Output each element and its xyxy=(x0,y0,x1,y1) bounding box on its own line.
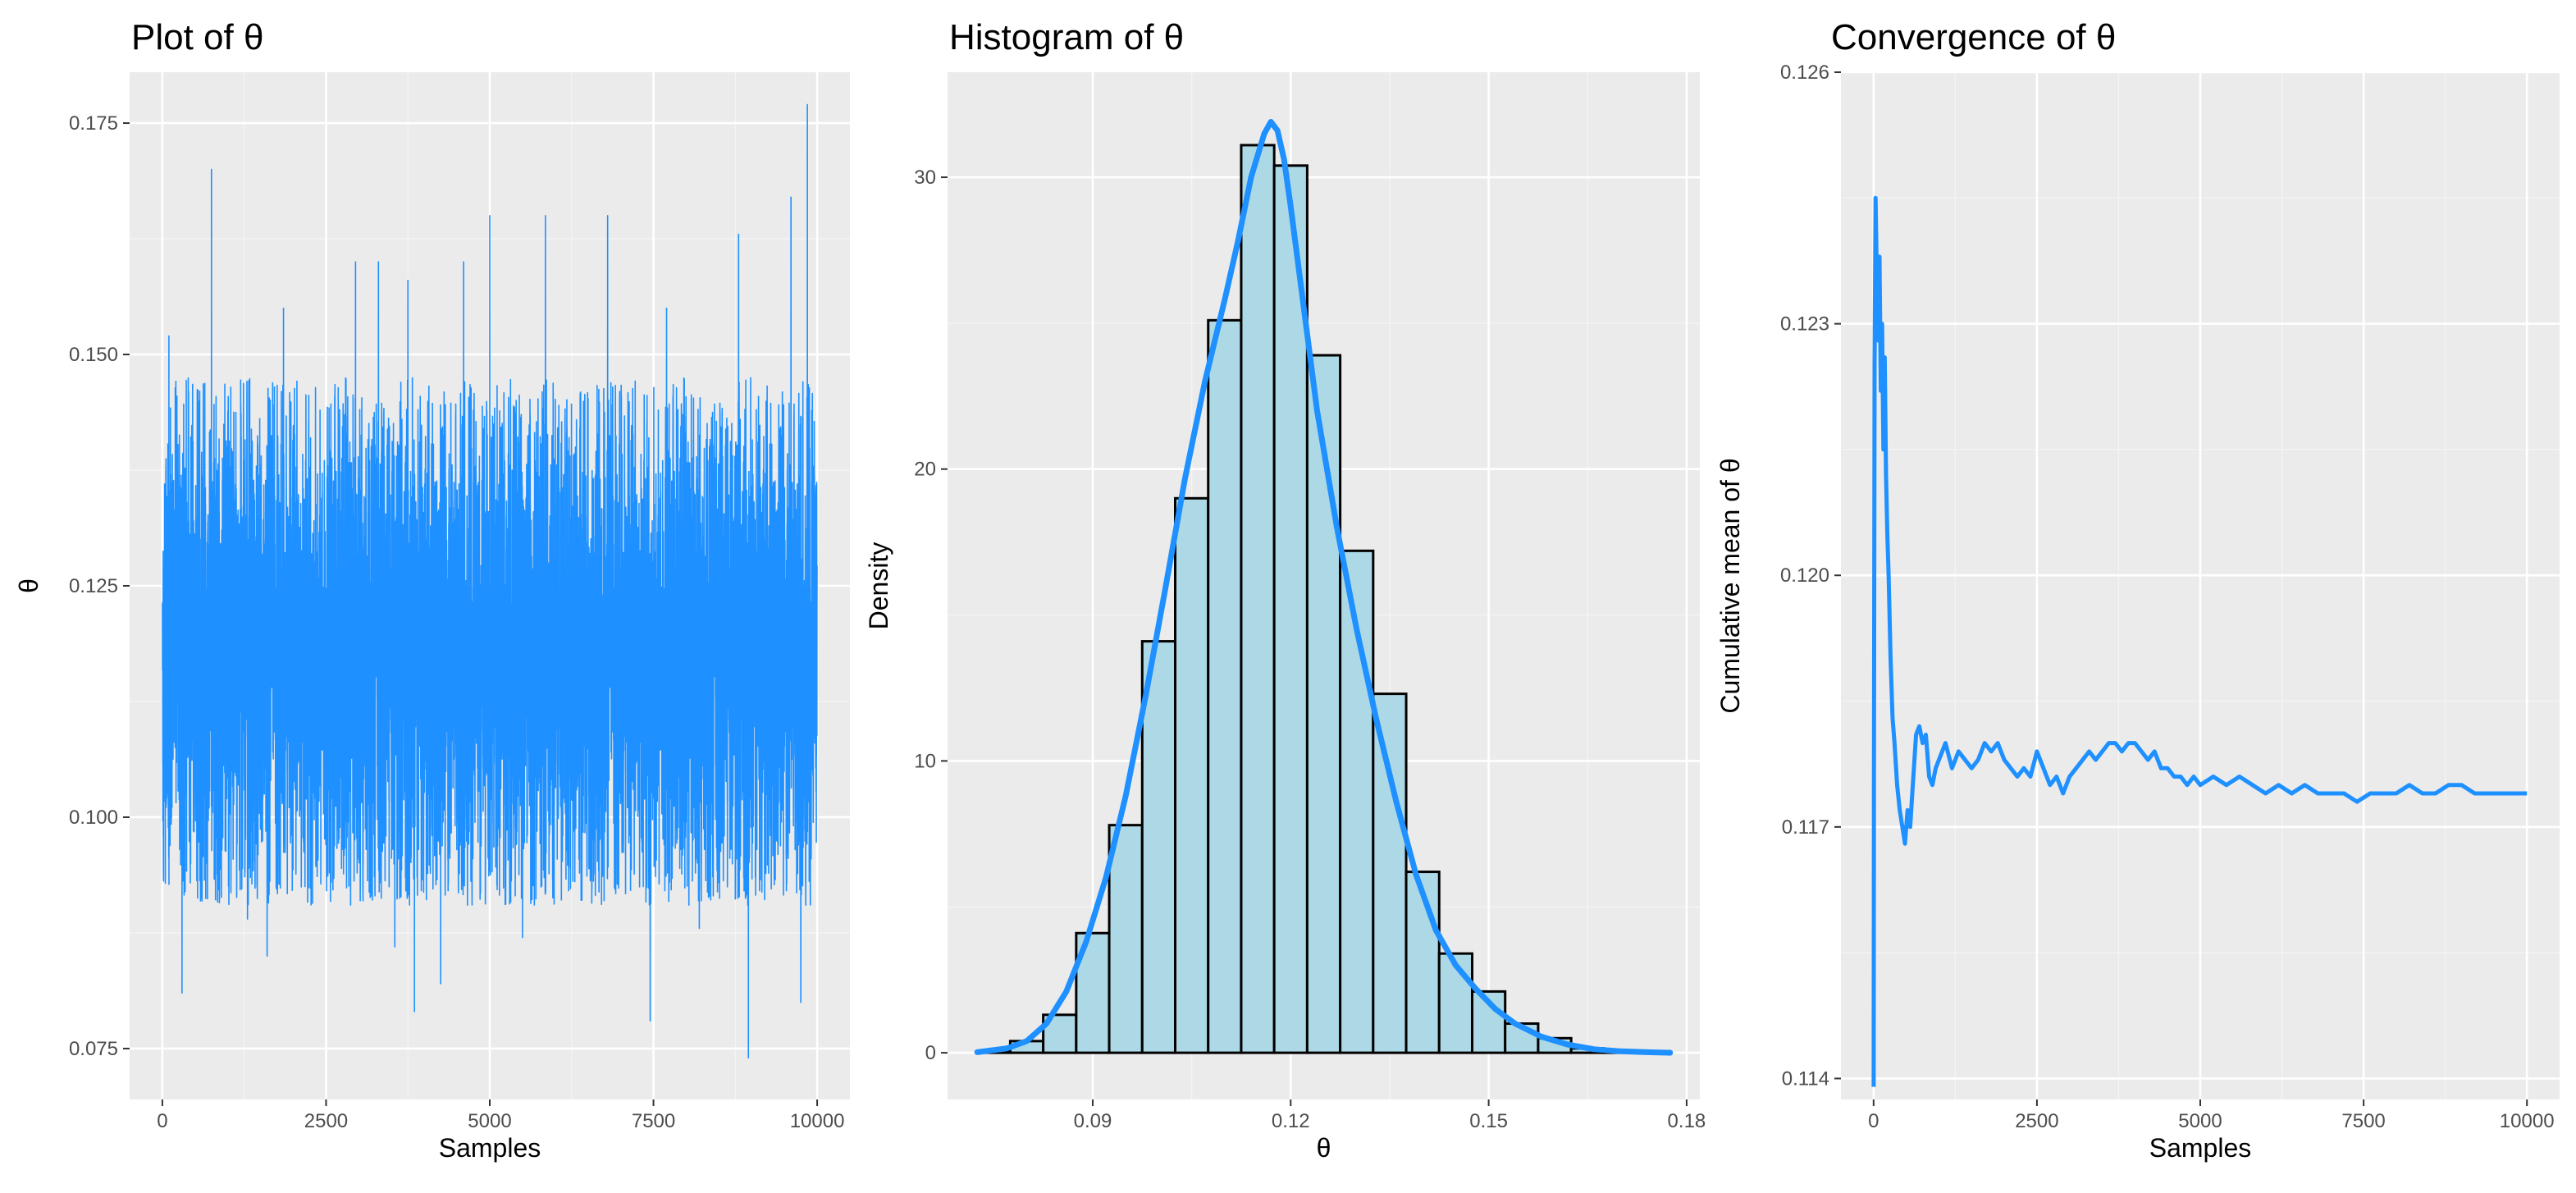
panel-1: 0 2500 5000 7500 10000 0.075 0.100 0.125 0.150 0.… xyxy=(14,17,850,1163)
histogram-bar xyxy=(1207,318,1243,1054)
y-tick-label: 30 xyxy=(914,167,936,189)
x-tick-label: 2500 xyxy=(304,1110,348,1132)
x-axis-label: Samples xyxy=(2149,1133,2252,1163)
histogram-bar xyxy=(1174,496,1210,1054)
y-tick-label: 0.150 xyxy=(69,344,118,366)
y-tick-label: 0.075 xyxy=(69,1038,118,1060)
x-tick-label: 7500 xyxy=(632,1110,675,1132)
y-tick-label: 20 xyxy=(914,459,936,481)
panel-2: 0.09 0.12 0.15 0.18 0 10 20 30 Histogram of θ θ De… xyxy=(864,17,1706,1163)
density-curve xyxy=(974,118,1674,1056)
cumulative-mean-line xyxy=(1871,195,2528,1087)
y-tick-label: 0.120 xyxy=(1780,565,1829,587)
x-tick-label: 5000 xyxy=(468,1110,511,1132)
y-tick-label: 0.123 xyxy=(1780,313,1829,336)
x-tick-label: 0.18 xyxy=(1668,1110,1706,1132)
chart-title: Plot of θ xyxy=(131,17,263,57)
x-tick-label: 10000 xyxy=(2500,1110,2555,1132)
x-tick-label: 10000 xyxy=(790,1110,845,1132)
y-tick-label: 0.126 xyxy=(1780,62,1829,84)
x-tick-label: 0.09 xyxy=(1074,1110,1112,1132)
y-axis-label: Cumulative mean of θ xyxy=(1715,458,1745,713)
y-tick-label: 0.175 xyxy=(69,112,118,135)
histogram-bar xyxy=(1108,824,1144,1054)
x-axis-label: θ xyxy=(1317,1133,1331,1163)
x-tick-label: 0.15 xyxy=(1469,1110,1508,1132)
y-axis-label: θ xyxy=(14,578,43,593)
y-tick-label: 0 xyxy=(925,1042,936,1064)
histogram-bar xyxy=(1305,354,1342,1054)
trace-line xyxy=(162,103,818,1059)
histogram-bar xyxy=(1240,144,1276,1054)
y-tick-label: 10 xyxy=(914,750,936,772)
x-tick-label: 7500 xyxy=(2341,1110,2385,1132)
y-axis-label: Density xyxy=(864,542,893,630)
panel-3: 0 2500 5000 7500 10000 0.114 0.117 0.120 0.123 0.… xyxy=(1715,17,2560,1163)
y-tick-label: 0.114 xyxy=(1782,1067,1829,1090)
y-tick-label: 0.100 xyxy=(69,807,118,829)
histogram-bar xyxy=(1372,692,1408,1054)
x-tick-label: 0.12 xyxy=(1272,1110,1310,1132)
histogram-bar xyxy=(1140,640,1177,1054)
x-tick-label: 0 xyxy=(157,1110,167,1132)
y-tick-label: 0.125 xyxy=(69,575,118,597)
x-tick-label: 0 xyxy=(1868,1110,1879,1132)
y-tick-label: 0.117 xyxy=(1782,816,1829,839)
histogram-bar xyxy=(1404,871,1441,1054)
chart-title: Histogram of θ xyxy=(949,17,1184,57)
x-axis-label: Samples xyxy=(439,1133,541,1163)
chart-title: Convergence of θ xyxy=(1831,17,2116,57)
x-tick-label: 5000 xyxy=(2178,1110,2222,1132)
x-tick-label: 2500 xyxy=(2015,1110,2058,1132)
